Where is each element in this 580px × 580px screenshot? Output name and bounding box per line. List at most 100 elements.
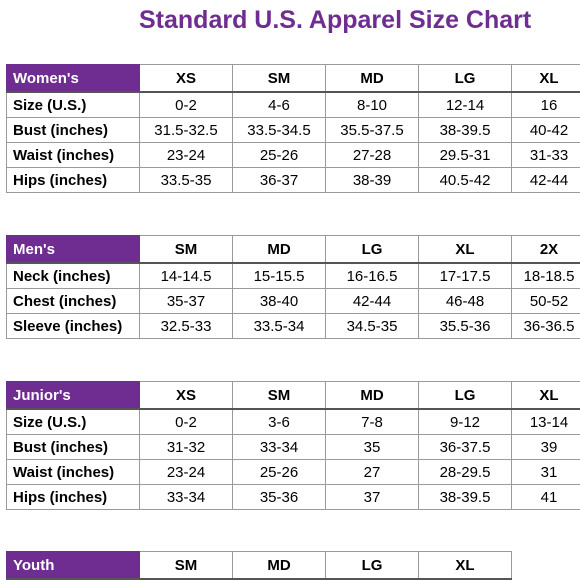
category-label: Men's	[6, 235, 140, 264]
table-cell: 38-39.5	[418, 484, 512, 510]
size-header: MD	[232, 235, 326, 264]
row-label: Waist (inches)	[6, 459, 140, 485]
size-header: SM	[139, 551, 233, 580]
table-cell: 31	[511, 459, 580, 485]
men-size-table: Men's SM MD LG XL 2X Neck (inches) 14-14…	[6, 235, 580, 339]
row-label: Sleeve (inches)	[6, 313, 140, 339]
row-label: Chest (inches)	[6, 288, 140, 314]
size-header: LG	[325, 551, 419, 580]
table-row: Hips (inches) 33.5-35 36-37 38-39 40.5-4…	[6, 167, 580, 193]
table-cell: 41	[511, 484, 580, 510]
table-cell: 25-26	[232, 459, 326, 485]
table-cell: 36-37.5	[418, 434, 512, 460]
table-cell: 40-42	[511, 117, 580, 143]
junior-size-table: Junior's XS SM MD LG XL Size (U.S.) 0-2 …	[6, 381, 580, 510]
table-cell: 25-26	[232, 142, 326, 168]
table-cell: 17-17.5	[418, 262, 512, 289]
size-header: XL	[418, 551, 512, 580]
size-header: SM	[232, 381, 326, 410]
table-cell: 8-10	[325, 91, 419, 118]
size-header: XL	[511, 381, 580, 410]
size-header: MD	[325, 64, 419, 93]
table-row: Bust (inches) 31-32 33-34 35 36-37.5 39	[6, 434, 580, 460]
category-label: Junior's	[6, 381, 140, 410]
table-cell: 31.5-32.5	[139, 117, 233, 143]
page-title: Standard U.S. Apparel Size Chart	[139, 6, 532, 34]
table-cell: 29.5-31	[418, 142, 512, 168]
table-row: Sleeve (inches) 32.5-33 33.5-34 34.5-35 …	[6, 313, 580, 339]
table-cell: 38-39.5	[418, 117, 512, 143]
table-cell: 12-14	[418, 91, 512, 118]
table-cell: 38-40	[232, 288, 326, 314]
table-cell: 16-16.5	[325, 262, 419, 289]
size-header: LG	[418, 64, 512, 93]
table-cell: 23-24	[139, 459, 233, 485]
table-cell: 35.5-37.5	[325, 117, 419, 143]
table-cell: 7-8	[325, 408, 419, 435]
table-row: Waist (inches) 23-24 25-26 27 28-29.5 31	[6, 459, 580, 485]
row-label: Hips (inches)	[6, 167, 140, 193]
table-row: Waist (inches) 23-24 25-26 27-28 29.5-31…	[6, 142, 580, 168]
table-row: Bust (inches) 31.5-32.5 33.5-34.5 35.5-3…	[6, 117, 580, 143]
table-cell: 46-48	[418, 288, 512, 314]
size-header: XL	[511, 64, 580, 93]
women-size-table: Women's XS SM MD LG XL Size (U.S.) 0-2 4…	[6, 64, 580, 193]
row-label: Bust (inches)	[6, 117, 140, 143]
size-header: MD	[325, 381, 419, 410]
table-cell: 3-6	[232, 408, 326, 435]
table-cell: 13-14	[511, 408, 580, 435]
youth-size-table: Youth SM MD LG XL	[6, 551, 512, 580]
table-row: Size (U.S.) 0-2 3-6 7-8 9-12 13-14	[6, 408, 580, 435]
table-cell: 33-34	[232, 434, 326, 460]
size-header: XS	[139, 381, 233, 410]
table-cell: 50-52	[511, 288, 580, 314]
row-label: Waist (inches)	[6, 142, 140, 168]
table-cell: 14-14.5	[139, 262, 233, 289]
table-row: Size (U.S.) 0-2 4-6 8-10 12-14 16	[6, 91, 580, 118]
table-cell: 40.5-42	[418, 167, 512, 193]
table-cell: 28-29.5	[418, 459, 512, 485]
row-label: Neck (inches)	[6, 262, 140, 289]
size-header: XL	[418, 235, 512, 264]
table-cell: 33-34	[139, 484, 233, 510]
table-row: Neck (inches) 14-14.5 15-15.5 16-16.5 17…	[6, 262, 580, 289]
size-header: LG	[418, 381, 512, 410]
row-label: Bust (inches)	[6, 434, 140, 460]
size-header: 2X	[511, 235, 580, 264]
table-header-row: Youth SM MD LG XL	[6, 551, 512, 580]
table-cell: 33.5-34.5	[232, 117, 326, 143]
table-cell: 36-37	[232, 167, 326, 193]
table-cell: 9-12	[418, 408, 512, 435]
table-cell: 38-39	[325, 167, 419, 193]
table-cell: 35-37	[139, 288, 233, 314]
category-label: Women's	[6, 64, 140, 93]
table-cell: 34.5-35	[325, 313, 419, 339]
table-cell: 42-44	[511, 167, 580, 193]
table-cell: 33.5-34	[232, 313, 326, 339]
table-cell: 33.5-35	[139, 167, 233, 193]
table-cell: 18-18.5	[511, 262, 580, 289]
row-label: Size (U.S.)	[6, 91, 140, 118]
row-label: Size (U.S.)	[6, 408, 140, 435]
table-cell: 35.5-36	[418, 313, 512, 339]
table-cell: 31-33	[511, 142, 580, 168]
size-header: XS	[139, 64, 233, 93]
table-cell: 0-2	[139, 91, 233, 118]
size-header: MD	[232, 551, 326, 580]
size-header: SM	[232, 64, 326, 93]
table-cell: 27	[325, 459, 419, 485]
category-label: Youth	[6, 551, 140, 580]
table-row: Hips (inches) 33-34 35-36 37 38-39.5 41	[6, 484, 580, 510]
table-cell: 36-36.5	[511, 313, 580, 339]
table-header-row: Men's SM MD LG XL 2X	[6, 235, 580, 264]
table-row: Chest (inches) 35-37 38-40 42-44 46-48 5…	[6, 288, 580, 314]
table-cell: 23-24	[139, 142, 233, 168]
table-cell: 0-2	[139, 408, 233, 435]
table-cell: 31-32	[139, 434, 233, 460]
table-cell: 27-28	[325, 142, 419, 168]
table-cell: 35	[325, 434, 419, 460]
table-cell: 4-6	[232, 91, 326, 118]
table-cell: 15-15.5	[232, 262, 326, 289]
table-header-row: Junior's XS SM MD LG XL	[6, 381, 580, 410]
table-cell: 42-44	[325, 288, 419, 314]
